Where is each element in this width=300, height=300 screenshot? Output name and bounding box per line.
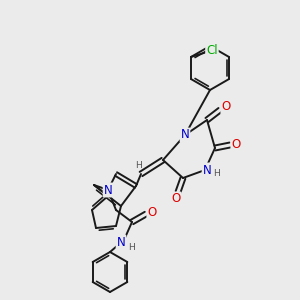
Text: O: O (147, 206, 157, 218)
Text: O: O (171, 193, 181, 206)
Text: H: H (129, 244, 135, 253)
Text: N: N (181, 128, 189, 142)
Text: O: O (221, 100, 231, 113)
Text: N: N (103, 184, 112, 196)
Text: H: H (214, 169, 220, 178)
Text: N: N (117, 236, 125, 248)
Text: H: H (136, 160, 142, 169)
Text: Cl: Cl (206, 44, 218, 58)
Text: O: O (231, 139, 241, 152)
Text: N: N (202, 164, 211, 176)
